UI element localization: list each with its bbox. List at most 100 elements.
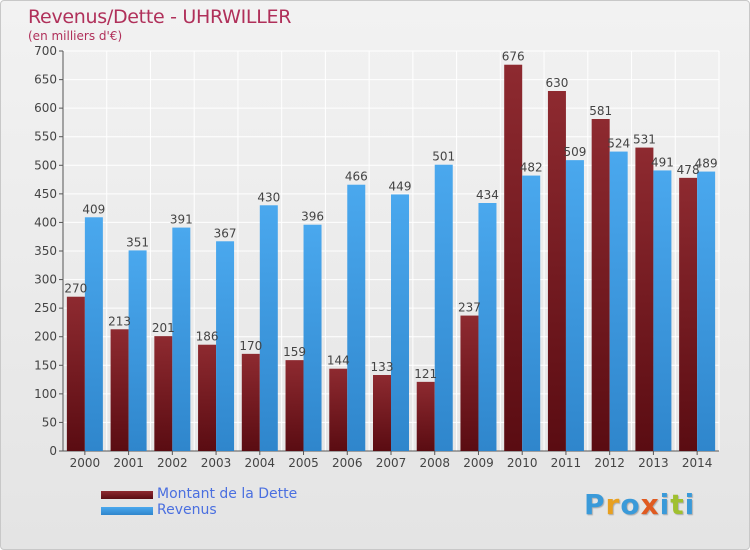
data-label: 186 [196, 330, 219, 344]
bar-revenus [609, 151, 628, 452]
bar-dette [285, 360, 304, 451]
bar-revenus [84, 217, 103, 451]
data-label: 121 [414, 367, 437, 381]
bar-dette [591, 119, 610, 451]
x-tick-label: 2000 [70, 456, 101, 470]
bar-dette [241, 353, 260, 451]
y-tick-label: 250 [34, 301, 57, 315]
data-label: 524 [607, 137, 630, 151]
data-label: 213 [108, 314, 131, 328]
x-tick-label: 2006 [332, 456, 363, 470]
x-tick-label: 2007 [376, 456, 407, 470]
bar-revenus [259, 205, 278, 451]
data-label: 270 [64, 282, 87, 296]
data-label: 170 [239, 339, 262, 353]
bar-dette [110, 329, 129, 451]
bar-dette [329, 368, 348, 451]
data-labels: 270 213 201 186 170 159 144 133 121 237 676 630 581 5… [64, 50, 717, 381]
x-tick-label: 2014 [682, 456, 713, 470]
data-label: 491 [651, 155, 674, 169]
x-tick-label: 2011 [551, 456, 582, 470]
legend-label-revenus: Revenus [157, 502, 217, 518]
data-label: 201 [152, 321, 175, 335]
y-tick-label: 550 [34, 130, 57, 144]
x-tick-label: 2002 [157, 456, 188, 470]
data-label: 478 [677, 163, 700, 177]
bar-revenus [434, 164, 453, 451]
bar-dette [198, 344, 217, 451]
y-tick-label: 200 [34, 330, 57, 344]
y-tick-label: 650 [34, 73, 57, 87]
y-tick-label: 50 [42, 415, 57, 429]
bar-dette [635, 147, 654, 452]
y-tick-label: 400 [34, 215, 57, 229]
data-label: 367 [214, 226, 237, 240]
bar-revenus [478, 203, 497, 451]
bar-dette [416, 381, 435, 451]
legend-swatch-revenus [101, 507, 153, 515]
bar-dette [460, 315, 479, 451]
data-label: 159 [283, 345, 306, 359]
data-label: 434 [476, 188, 499, 202]
data-label: 449 [389, 179, 412, 193]
y-tick-label: 700 [34, 44, 57, 58]
x-tick-label: 2008 [419, 456, 450, 470]
y-tick-label: 300 [34, 273, 57, 287]
chart-title: Revenus/Dette - UHRWILLER [28, 6, 292, 28]
data-label: 430 [257, 190, 280, 204]
y-tick-label: 0 [49, 444, 57, 458]
data-label: 351 [126, 235, 149, 249]
data-label: 581 [589, 104, 612, 118]
data-label: 531 [633, 133, 656, 147]
y-tick-label: 500 [34, 158, 57, 172]
bar-dette [679, 177, 698, 451]
bars [66, 64, 716, 452]
y-tick-label: 450 [34, 187, 57, 201]
bar-dette [504, 64, 523, 451]
bar-dette [373, 375, 391, 451]
y-tick-label: 100 [34, 387, 57, 401]
legend-swatch-dette [101, 491, 153, 499]
data-label: 509 [563, 145, 586, 159]
bar-revenus [172, 227, 191, 451]
data-label: 396 [301, 210, 324, 224]
bar-revenus [391, 194, 409, 451]
bar-revenus [653, 170, 672, 451]
data-label: 409 [82, 202, 105, 216]
x-tick-label: 2005 [288, 456, 319, 470]
bar-revenus [128, 250, 147, 451]
data-label: 482 [520, 161, 543, 175]
data-label: 630 [545, 76, 568, 90]
data-label: 501 [432, 150, 455, 164]
proxiti-logo: Proxiti [584, 488, 696, 521]
bar-dette [66, 296, 85, 451]
data-label: 237 [458, 301, 481, 315]
x-tick-label: 2001 [113, 456, 144, 470]
y-tick-label: 350 [34, 244, 57, 258]
bar-revenus [565, 160, 584, 451]
data-label: 676 [502, 50, 525, 64]
data-label: 466 [345, 170, 368, 184]
x-tick-label: 2003 [201, 456, 232, 470]
bar-revenus [347, 184, 366, 451]
bar-dette [154, 336, 173, 451]
y-tick-label: 150 [34, 358, 57, 372]
data-label: 144 [327, 354, 350, 368]
x-tick-label: 2010 [507, 456, 538, 470]
chart-subtitle: (en milliers d'€) [28, 29, 123, 43]
y-tick-label: 600 [34, 101, 57, 115]
bar-revenus [216, 241, 235, 451]
data-label: 391 [170, 213, 193, 227]
bar-revenus [697, 171, 716, 452]
x-tick-label: 2009 [463, 456, 494, 470]
x-tick-label: 2004 [245, 456, 276, 470]
x-tick-label: 2013 [638, 456, 669, 470]
bar-revenus [522, 175, 541, 452]
data-label: 489 [695, 157, 718, 171]
bar-dette [547, 91, 566, 451]
legend-label-dette: Montant de la Dette [157, 486, 298, 502]
data-label: 133 [371, 360, 394, 374]
x-tick-label: 2012 [594, 456, 625, 470]
